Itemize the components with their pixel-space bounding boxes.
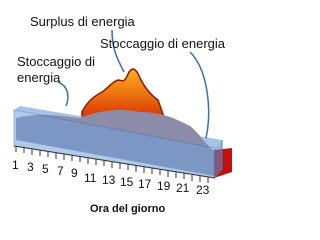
x-tick-label: 9: [71, 166, 78, 180]
surplus-area: [81, 68, 167, 121]
axis-title: Ora del giorno: [90, 203, 165, 215]
x-tick-label: 19: [157, 179, 171, 193]
x-tick-label: 17: [138, 177, 152, 191]
x-tick-label: 1: [12, 158, 19, 172]
axis-ticks: 1 3 5 7 9 11 13 15 17 19 21 23: [12, 158, 210, 197]
x-tick-label: 11: [84, 171, 97, 185]
diagram: Surplus di energia Stoccaggio di energia…: [12, 14, 232, 215]
x-tick-label: 15: [120, 175, 134, 189]
x-tick-label: 7: [57, 164, 64, 178]
storage-label: Stoccaggio di energia: [100, 36, 226, 51]
x-tick-label: 21: [176, 181, 190, 195]
x-tick-label: 3: [27, 160, 34, 174]
arrow: [57, 81, 69, 107]
surplus-label: Surplus di energia: [30, 14, 136, 29]
x-tick-label: 13: [102, 173, 116, 187]
arrow: [189, 51, 210, 139]
box-side: [215, 140, 222, 178]
arrow: [111, 29, 125, 73]
ruler: [13, 145, 216, 183]
x-tick-label: 5: [42, 162, 49, 176]
x-tick-label: 23: [196, 183, 210, 197]
storage-label: energia: [17, 70, 61, 85]
storage-label: Stoccaggio di: [17, 54, 95, 69]
